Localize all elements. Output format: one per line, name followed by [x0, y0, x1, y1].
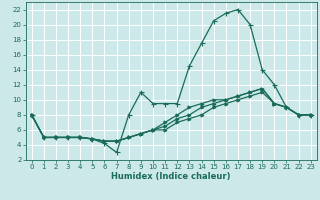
X-axis label: Humidex (Indice chaleur): Humidex (Indice chaleur)	[111, 172, 231, 181]
